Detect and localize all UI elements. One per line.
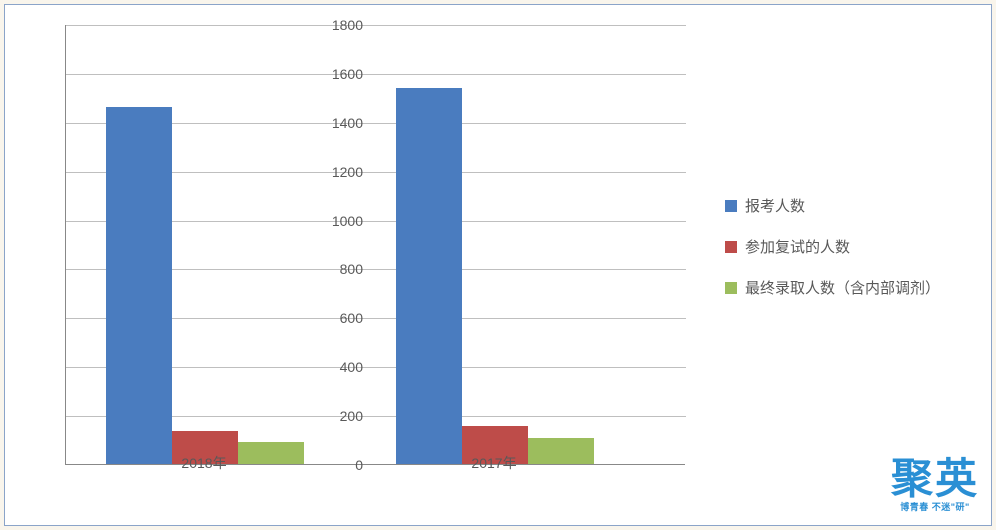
y-tick-label: 1000 bbox=[313, 213, 363, 229]
legend-swatch bbox=[725, 200, 737, 212]
bar bbox=[238, 442, 304, 464]
plot-region bbox=[65, 25, 685, 465]
y-tick-label: 1800 bbox=[313, 17, 363, 33]
watermark-small-text: 博青春 不迷"研" bbox=[891, 500, 979, 513]
bar-group bbox=[396, 24, 636, 464]
legend-label: 参加复试的人数 bbox=[745, 236, 850, 257]
chart-area bbox=[65, 25, 685, 465]
legend-item: 参加复试的人数 bbox=[725, 236, 940, 257]
legend-swatch bbox=[725, 241, 737, 253]
watermark-logo: 聚英 博青春 不迷"研" bbox=[891, 458, 979, 513]
y-tick-label: 800 bbox=[313, 261, 363, 277]
x-tick-label: 2018年 bbox=[181, 453, 226, 473]
legend-swatch bbox=[725, 282, 737, 294]
legend: 报考人数参加复试的人数最终录取人数（含内部调剂） bbox=[725, 195, 940, 318]
y-tick-label: 1400 bbox=[313, 115, 363, 131]
y-tick-label: 0 bbox=[313, 457, 363, 473]
legend-item: 最终录取人数（含内部调剂） bbox=[725, 277, 940, 298]
x-tick-label: 2017年 bbox=[471, 453, 516, 473]
y-tick-label: 1600 bbox=[313, 66, 363, 82]
y-tick-label: 400 bbox=[313, 359, 363, 375]
bar bbox=[396, 88, 462, 464]
legend-label: 最终录取人数（含内部调剂） bbox=[745, 277, 940, 298]
y-tick-label: 600 bbox=[313, 310, 363, 326]
bar bbox=[106, 107, 172, 464]
watermark-big-text: 聚英 bbox=[891, 458, 979, 500]
y-tick-label: 200 bbox=[313, 408, 363, 424]
y-tick-label: 1200 bbox=[313, 164, 363, 180]
chart-frame: 报考人数参加复试的人数最终录取人数（含内部调剂） 聚英 博青春 不迷"研" 0 2… bbox=[4, 4, 992, 526]
legend-item: 报考人数 bbox=[725, 195, 940, 216]
bar-group bbox=[106, 24, 346, 464]
bar bbox=[528, 438, 594, 464]
legend-label: 报考人数 bbox=[745, 195, 805, 216]
